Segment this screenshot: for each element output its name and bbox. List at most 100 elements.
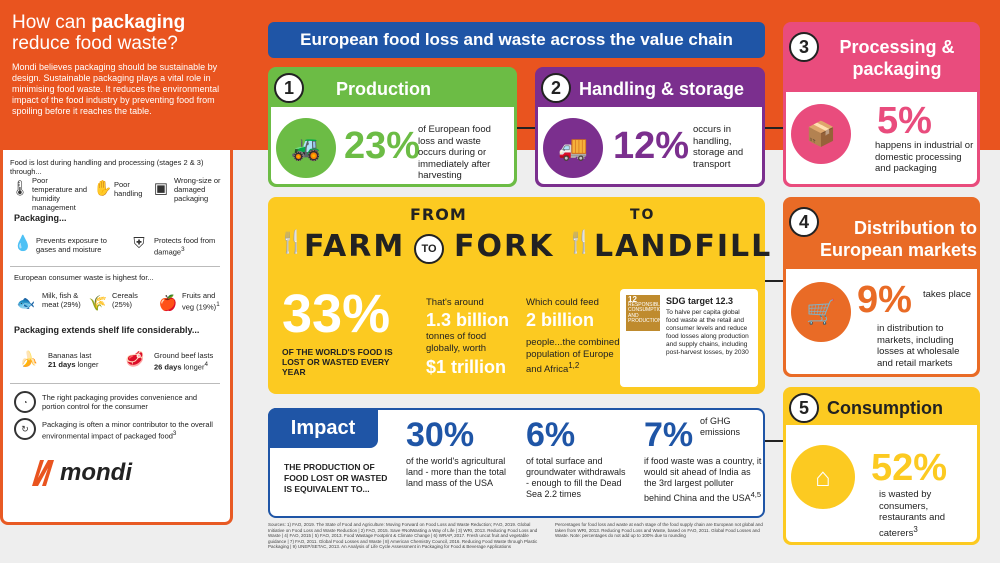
impact-title: Impact xyxy=(268,408,378,448)
section-text-inline: takes place xyxy=(923,289,972,300)
cause-2: Poor handling xyxy=(114,180,143,198)
section-title: Production xyxy=(336,79,431,99)
connector xyxy=(765,280,783,282)
section-text: happens in industrial or domestic proces… xyxy=(875,140,974,174)
section-text: in distribution to markets, including lo… xyxy=(877,323,960,369)
wheat-icon: 🌾 xyxy=(88,295,108,312)
note: Percentages for food loss and waste at e… xyxy=(555,522,763,538)
tonnes-value: 1.3 billion xyxy=(426,310,510,330)
left-intro: Mondi believes packaging should be susta… xyxy=(12,62,220,116)
water-hand-icon: 💧 xyxy=(13,235,33,252)
lost-text: Food is lost during handling and process… xyxy=(10,158,204,176)
minor-text-body: Packaging is often a minor contributor t… xyxy=(42,420,213,441)
sdg-text: To halve per capita global food waste at… xyxy=(666,309,749,356)
impact-value-3: 7% xyxy=(644,416,694,454)
banana-pre: Bananas last xyxy=(48,351,92,360)
sdg-num: 12 xyxy=(628,295,637,304)
tonnes-text: tonnes of food globally, worth xyxy=(426,331,487,354)
word-farm: FARM xyxy=(304,229,406,264)
connector xyxy=(517,127,535,129)
section-pct: 9% xyxy=(857,279,912,321)
cause-3: Wrong-size or damaged packaging xyxy=(174,176,221,203)
section-title: Consumption xyxy=(827,398,943,418)
impact-text-1: of the world's agricultural land - more … xyxy=(406,456,507,488)
world-pct-text: OF THE WORLD'S FOOD IS LOST OR WASTED EV… xyxy=(282,347,393,377)
impact-lead: THE PRODUCTION OF FOOD LOST OR WASTED IS… xyxy=(284,462,388,494)
banana-text: Bananas last 21 days longer xyxy=(48,351,116,369)
word-to: TO xyxy=(630,207,656,223)
step-number: 1 xyxy=(274,73,304,103)
impact-side-3: of GHG emissions xyxy=(700,416,741,437)
apple-icon: 🍎 xyxy=(158,295,178,312)
damaged-box-icon: ▣ xyxy=(153,180,169,197)
world-pct: 33% xyxy=(282,284,391,344)
sources: Sources: 1) FAO, 2019. The State of Food… xyxy=(268,522,538,549)
sdg-box: 12 RESPONSIBLE CONSUMPTION AND PRODUCTIO… xyxy=(620,289,758,387)
meat-icon: 🥩 xyxy=(125,351,145,368)
tractor-icon: 🚜 xyxy=(276,118,336,178)
impact-text-3: if food waste was a country, it would si… xyxy=(644,456,762,504)
word-from: FROM xyxy=(410,205,467,224)
banana-bold: 21 days xyxy=(48,360,76,369)
consumer-item-1: Milk, fish & meat (29%) xyxy=(42,291,81,309)
step-number: 2 xyxy=(541,73,571,103)
packaging-item-2: Protects food from damage3 xyxy=(154,236,222,257)
thermometer-icon: 🌡 xyxy=(10,180,30,197)
beef-text: Ground beef lasts 26 days longer4 xyxy=(154,351,224,372)
section-pct: 12% xyxy=(613,125,690,167)
banana-icon: 🍌 xyxy=(19,351,39,368)
consumer-sup: 1 xyxy=(216,301,220,308)
sdg-badge: 12 RESPONSIBLE CONSUMPTION AND PRODUCTIO… xyxy=(626,295,666,331)
beef-sup: 4 xyxy=(204,361,208,368)
impact-value-1: 30% xyxy=(406,416,475,454)
sdg-label: RESPONSIBLE CONSUMPTION AND PRODUCTION xyxy=(628,301,666,324)
word-landfill: LANDFILL xyxy=(594,229,773,264)
divider xyxy=(10,266,220,267)
title-pre: How can xyxy=(12,12,92,33)
section-handling: 2 Handling & storage 🚚 12% occurs in han… xyxy=(535,67,765,187)
step-number: 5 xyxy=(789,393,819,423)
consumer-item-3-text: Fruits and veg (19%) xyxy=(182,291,217,312)
section-pct: 52% xyxy=(871,447,948,489)
step-number: 4 xyxy=(789,207,819,237)
packaging-item-2-text: Protects food from damage xyxy=(154,236,216,257)
section-pct: 5% xyxy=(877,100,932,142)
consumer-text: European consumer waste is highest for..… xyxy=(14,273,154,282)
mondi-wordmark: mondi xyxy=(60,459,132,486)
impact-text-3-body: if food waste was a country, it would si… xyxy=(644,456,762,503)
section-text: occurs in handling, storage and transpor… xyxy=(693,124,744,170)
word-to-circle: TO xyxy=(414,234,444,264)
section-text: is wasted by consumers, restaurants and … xyxy=(879,489,975,539)
beef-bold: 26 days xyxy=(154,362,182,372)
hand-icon: ✋ xyxy=(93,180,113,197)
beef-pre: Ground beef lasts xyxy=(154,351,214,360)
pie-portion-icon: ◔ xyxy=(14,391,36,413)
impact-text-2: of total surface and groundwater withdra… xyxy=(526,456,626,499)
people-text: people...the combined population of Euro… xyxy=(526,337,626,376)
fork-icon: 🍴 xyxy=(566,229,594,254)
sdg-title: SDG target 12.3 xyxy=(666,296,734,306)
banana-post: longer xyxy=(77,360,99,369)
people-text-body: people...the combined population of Euro… xyxy=(526,337,620,376)
box-icon: 📦 xyxy=(791,104,851,164)
cause-1: Poor temperature and humidity management xyxy=(32,176,88,212)
word-fork: FORK xyxy=(454,229,555,264)
minor-text: Packaging is often a minor contributor t… xyxy=(42,420,222,441)
shelf-head: Packaging extends shelf life considerabl… xyxy=(14,325,200,335)
title-bold: packaging xyxy=(91,12,186,33)
consumer-item-2: Cereals (25%) xyxy=(112,291,138,309)
section-text-body: is wasted by consumers, restaurants and … xyxy=(879,489,946,539)
mondi-logo: mondi xyxy=(30,458,132,488)
feed-text: Which could feed xyxy=(526,297,599,308)
page-title: European food loss and waste across the … xyxy=(268,22,765,58)
section-production: 1 Production 🚜 23% of European food loss… xyxy=(268,67,517,187)
connector xyxy=(765,127,783,129)
section-title: Distribution to European markets xyxy=(819,218,977,260)
packaging-head: Packaging... xyxy=(14,213,67,223)
consumer-item-3: Fruits and veg (19%)1 xyxy=(182,291,222,312)
section-text: of European food loss and waste occurs d… xyxy=(418,124,491,181)
section-consumption: 5 Consumption ⌂ 52% is wasted by consume… xyxy=(783,387,980,545)
impact-value-2: 6% xyxy=(526,416,576,454)
section-distribution: 4 Distribution to European markets 🛒 9% … xyxy=(783,197,980,377)
left-panel: How can packaging reduce food waste? Mon… xyxy=(0,0,1000,525)
